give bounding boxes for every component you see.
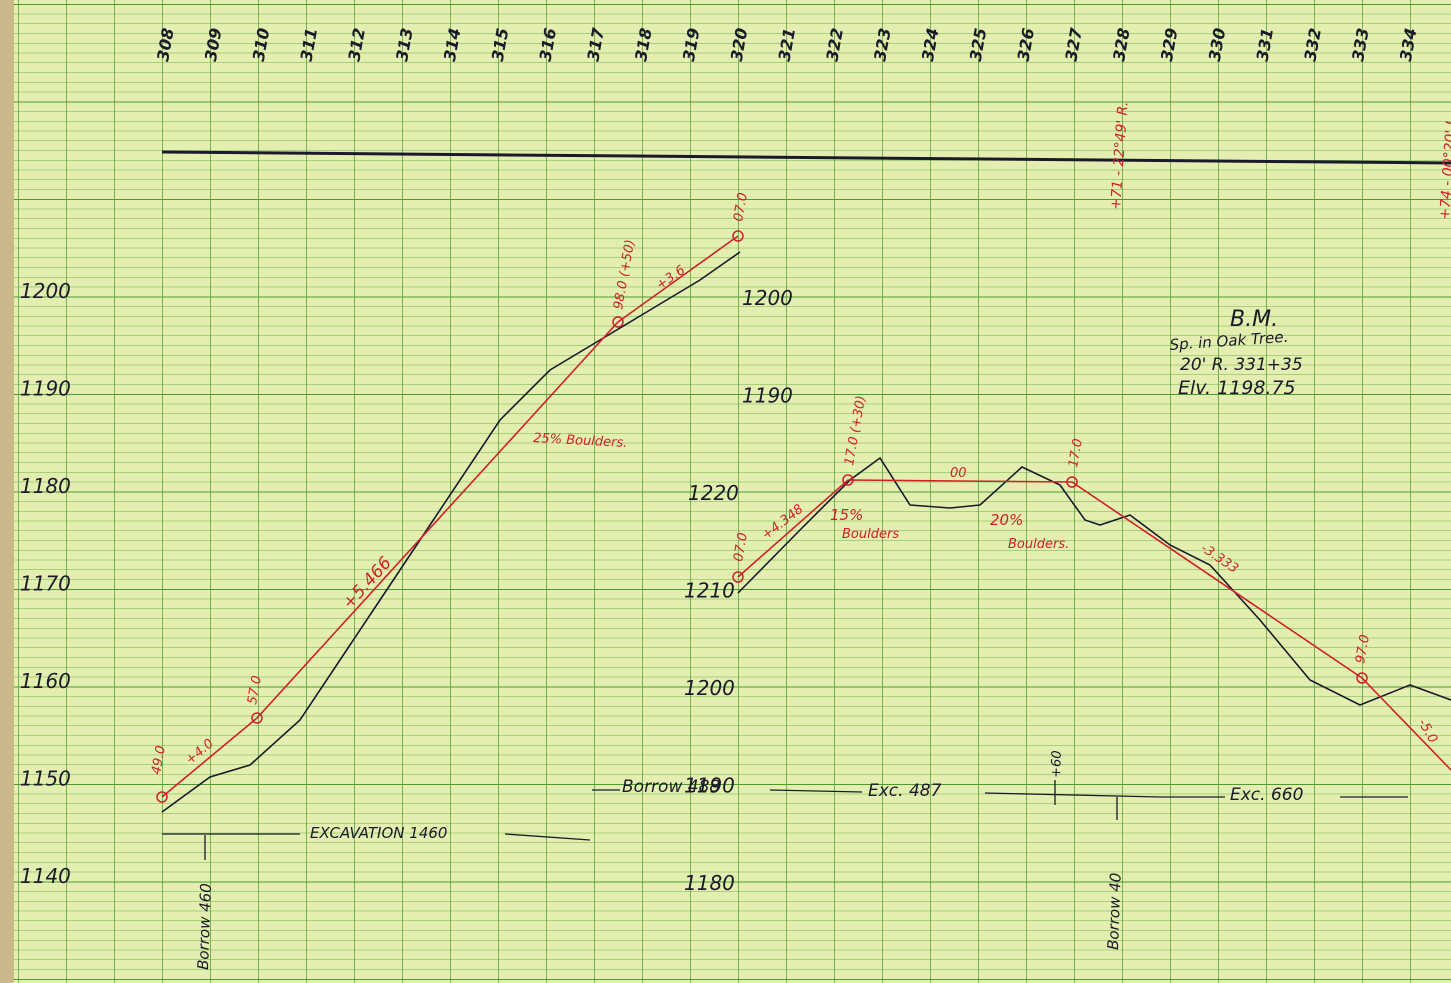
benchmark-title: B.M. <box>1230 307 1278 332</box>
earthwork-label: Borrow 40 <box>1104 872 1125 950</box>
grade-label: 97.0 <box>1353 634 1373 665</box>
elevation-label: 1190 <box>684 774 735 798</box>
elevation-label: 1200 <box>684 676 735 700</box>
benchmark-text: 20' R. 331+35 <box>1180 355 1303 375</box>
grade-label: 57.0 <box>245 675 265 706</box>
earthwork-label: Borrow 488 <box>622 777 720 797</box>
alignment-line <box>161 150 1451 165</box>
grade-line <box>737 479 1451 771</box>
grade-label: 07.0 <box>731 532 751 563</box>
elevation-label: 1190 <box>742 384 793 408</box>
elevation-label: 1180 <box>684 871 735 895</box>
elevation-label: 1220 <box>688 481 739 505</box>
ground-profile <box>737 456 1451 706</box>
material-note: Boulders. <box>1008 537 1069 552</box>
elevation-label: 1150 <box>20 767 71 791</box>
earthwork-label: Exc. 660 <box>1230 785 1303 805</box>
grade-label: 07.0 <box>731 192 751 223</box>
elevation-label: 1190 <box>20 377 71 401</box>
elevation-label: 1200 <box>20 279 71 303</box>
material-note: 15% <box>830 506 863 524</box>
ground-profile <box>161 251 741 813</box>
material-note: 25% Boulders. <box>533 431 628 451</box>
earthwork-label: EXCAVATION 1460 <box>310 824 447 842</box>
grade-label: 00 <box>950 466 967 481</box>
binding-edge <box>0 0 14 983</box>
earthwork-arrows <box>162 780 1408 860</box>
grade-points <box>156 230 1368 803</box>
grade-label: 17.0 <box>1066 438 1086 469</box>
curve-note: +71 - 22°49' R. <box>1108 101 1132 210</box>
material-note: 20% <box>990 511 1023 529</box>
elevation-label: 1170 <box>20 572 71 596</box>
elevation-label: 1140 <box>20 864 71 888</box>
material-note: Boulders <box>842 527 899 542</box>
earthwork-label: Borrow 460 <box>194 883 215 970</box>
grade-label: 49.0 <box>149 745 169 776</box>
elevation-label: 1200 <box>742 286 793 310</box>
elevation-label: 1180 <box>20 474 71 498</box>
elevation-label: 1160 <box>20 669 71 693</box>
grade-line <box>161 235 739 798</box>
benchmark-text: Elv. 1198.75 <box>1178 377 1296 399</box>
elevation-label: 1210 <box>684 579 735 603</box>
earthwork-label: +60 <box>1049 750 1065 778</box>
earthwork-label: Exc. 487 <box>868 781 942 801</box>
